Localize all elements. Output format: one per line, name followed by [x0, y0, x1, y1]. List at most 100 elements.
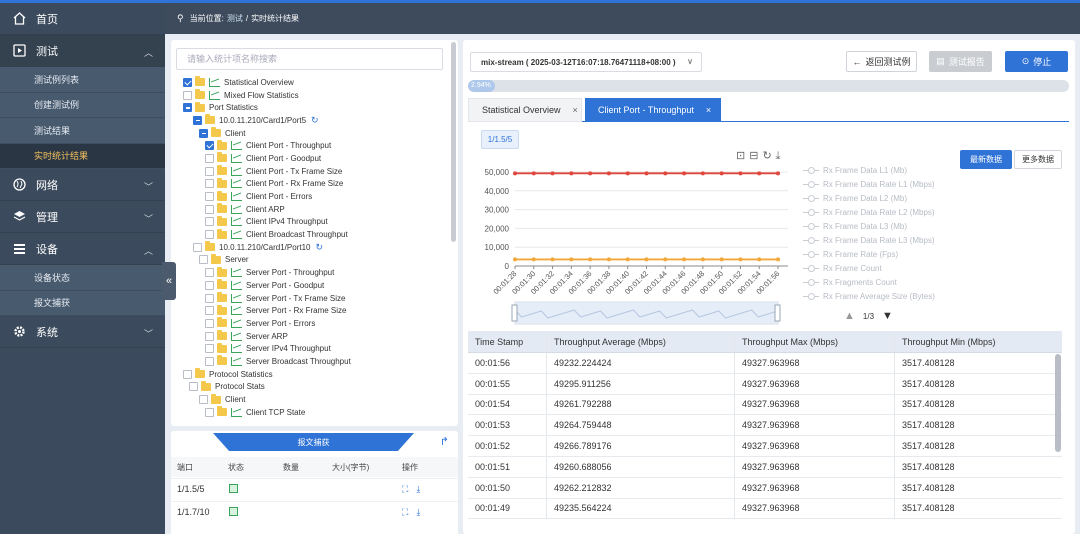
tree-checkbox[interactable] [205, 331, 214, 341]
tree-checkbox[interactable] [205, 141, 214, 151]
tree-node[interactable]: Port Statistics [171, 101, 453, 114]
nav-sub-realtime-stats[interactable]: 实时统计结果 [0, 143, 165, 169]
capture-status-checkbox[interactable] [229, 506, 238, 516]
close-icon[interactable]: × [572, 105, 578, 115]
port-chip[interactable]: 1/1.5/5 [481, 130, 519, 149]
tree-checkbox[interactable] [205, 230, 214, 240]
table-row[interactable]: 00:01:49 49235.564224 49327.963968 3517.408… [468, 498, 1062, 520]
save-image-icon[interactable]: ⤓ [775, 150, 785, 162]
table-row[interactable]: 00:01:55 49295.911256 49327.963968 3517.408… [468, 373, 1062, 395]
tree-checkbox[interactable] [205, 166, 214, 176]
table-row[interactable]: 00:01:52 49266.789176 49327.963968 3517.408… [468, 436, 1062, 457]
nav-sub-test-list[interactable]: 测试例列表 [0, 67, 165, 93]
col-timestamp[interactable]: Time Stamp [468, 331, 547, 352]
table-row[interactable]: 00:01:50 49262.212832 49327.963968 3517.408… [468, 477, 1062, 499]
fullscreen-icon[interactable]: ⛶ [402, 506, 409, 517]
tree-node[interactable]: Client Port - Rx Frame Size [171, 177, 453, 191]
legend-item[interactable]: Rx Frame Data L1 (Mb) [803, 163, 973, 177]
tree-node[interactable]: Server IPv4 Throughput [171, 342, 453, 355]
tree-checkbox[interactable] [205, 344, 214, 354]
restore-icon[interactable]: ↻ [762, 150, 776, 162]
tree-node[interactable]: Server [171, 253, 453, 267]
tree-node[interactable]: Server Port - Goodput [171, 279, 453, 292]
table-row[interactable]: 00:01:56 49232.224424 49327.963968 3517.408… [468, 353, 1062, 374]
tab-client-port-throughput[interactable]: Client Port - Throughput × [585, 98, 721, 122]
tree-checkbox[interactable] [189, 382, 198, 392]
zoom-handle-left[interactable] [511, 304, 518, 322]
tree-node[interactable]: 10.0.11.210/Card1/Port5 ↻ [171, 114, 453, 127]
breadcrumb-parent-link[interactable]: 测试 [226, 14, 243, 23]
tree-node[interactable]: Statistical Overview [171, 76, 453, 89]
tree-scrollbar[interactable] [451, 42, 456, 242]
tree-checkbox[interactable] [199, 128, 208, 138]
more-data-button[interactable]: 更多数据 [1014, 150, 1062, 169]
tree-checkbox[interactable] [205, 318, 214, 328]
legend-item[interactable]: Rx Frame Data L3 (Mb) [803, 219, 973, 233]
nav-manage[interactable]: 管理 ﹀ [0, 201, 165, 233]
tree-checkbox[interactable] [205, 268, 214, 278]
tree-node[interactable]: Client Port - Tx Frame Size [171, 165, 453, 178]
tree-node[interactable]: Server Port - Errors [171, 317, 453, 330]
table-row[interactable]: 00:01:53 49264.759448 49327.963968 3517.408… [468, 415, 1062, 437]
tree-checkbox[interactable] [205, 204, 214, 214]
packet-capture-tab[interactable]: 报文捕获 [213, 433, 414, 451]
sidebar-collapse-toggle[interactable]: « [162, 262, 176, 300]
tree-checkbox[interactable] [183, 103, 192, 113]
nav-sub-packet-capture[interactable]: 报文捕获 [0, 290, 165, 316]
nav-test[interactable]: 测试 ︿ [0, 35, 165, 67]
tree-checkbox[interactable] [183, 90, 192, 100]
latest-data-button[interactable]: 最新数据 [960, 150, 1012, 169]
nav-home[interactable]: 首页 [0, 3, 165, 35]
legend-item[interactable]: Rx Fragments Count [803, 275, 973, 289]
tree-node[interactable]: Protocol Statistics [171, 368, 453, 381]
tree-checkbox[interactable] [205, 192, 214, 202]
zoom-select-icon[interactable]: ⊡ [736, 150, 750, 162]
table-scrollbar[interactable] [1055, 354, 1061, 452]
tab-statistical-overview[interactable]: Statistical Overview × [468, 98, 582, 122]
tree-checkbox[interactable] [205, 153, 214, 163]
nav-sub-test-results[interactable]: 测试结果 [0, 118, 165, 144]
tree-checkbox[interactable] [199, 255, 208, 265]
test-report-button[interactable]: ▤ 测试报告 [929, 51, 992, 72]
nav-device[interactable]: 设备 ︿ [0, 233, 165, 265]
legend-item[interactable]: Rx Frame Data L2 (Mb) [803, 191, 973, 205]
zoom-reset-icon[interactable]: ⊟ [749, 150, 763, 162]
tree-checkbox[interactable] [205, 179, 214, 189]
tree-node[interactable]: Server ARP [171, 330, 453, 343]
tree-checkbox[interactable] [205, 293, 214, 303]
nav-network[interactable]: 网络 ﹀ [0, 169, 165, 201]
fullscreen-icon[interactable]: ⛶ [402, 483, 409, 494]
close-icon[interactable]: × [705, 105, 712, 115]
col-throughput-max[interactable]: Throughput Max (Mbps) [735, 331, 895, 352]
capture-status-checkbox[interactable] [229, 483, 238, 493]
tree-checkbox[interactable] [205, 306, 214, 316]
tree-checkbox[interactable] [193, 242, 202, 252]
col-throughput-avg[interactable]: Throughput Average (Mbps) [547, 331, 735, 352]
nav-sub-create-test[interactable]: 创建测试例 [0, 92, 165, 118]
tree-node[interactable]: Protocol Stats [171, 380, 453, 394]
tree-checkbox[interactable] [205, 280, 214, 290]
download-icon[interactable]: ⤓ [416, 483, 421, 494]
tree-node[interactable]: Client [171, 393, 453, 406]
legend-item[interactable]: Rx Frame Data Rate L3 (Mbps) [803, 233, 973, 247]
stop-button[interactable]: ⊙ 停止 [1005, 51, 1068, 72]
col-throughput-min[interactable]: Throughput Min (Mbps) [902, 336, 996, 347]
nav-sub-device-status[interactable]: 设备状态 [0, 265, 165, 291]
tree-checkbox[interactable] [205, 407, 214, 417]
legend-item[interactable]: Rx Frame Rate (Fps) [803, 247, 973, 261]
tree-checkbox[interactable] [183, 77, 192, 87]
tree-checkbox[interactable] [205, 217, 214, 227]
download-icon[interactable]: ⤓ [416, 506, 421, 517]
table-row[interactable]: 00:01:54 49261.792288 49327.963968 3517.408… [468, 394, 1062, 416]
tree-node[interactable]: Client Port - Throughput [171, 139, 453, 152]
tree-node[interactable]: Mixed Flow Statistics [171, 89, 453, 102]
legend-item[interactable]: Rx Frame Data Rate L1 (Mbps) [803, 177, 973, 191]
tree-node[interactable]: Server Port - Rx Frame Size [171, 304, 453, 317]
refresh-icon[interactable]: ↻ [311, 114, 319, 125]
tree-node[interactable]: Client Broadcast Throughput [171, 228, 453, 241]
legend-item[interactable]: Rx Frame Average Size (Bytes) [803, 289, 973, 303]
tree-node[interactable]: Client Port - Goodput [171, 152, 453, 165]
tree-node[interactable]: 10.0.11.210/Card1/Port10 ↻ [171, 241, 453, 254]
page-up-icon[interactable]: ▲ [844, 310, 855, 322]
tree-node[interactable]: Client ARP [171, 203, 453, 216]
